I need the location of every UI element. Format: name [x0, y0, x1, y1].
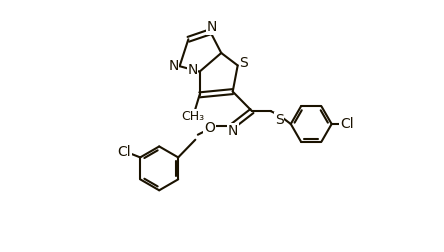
Text: S: S: [275, 113, 283, 127]
Text: Cl: Cl: [340, 117, 353, 131]
Text: N: N: [168, 59, 178, 73]
Text: O: O: [204, 121, 215, 135]
Text: N: N: [187, 64, 198, 77]
Text: CH₃: CH₃: [181, 110, 204, 122]
Text: S: S: [239, 56, 248, 70]
Text: N: N: [206, 20, 217, 34]
Text: N: N: [227, 124, 238, 138]
Text: Cl: Cl: [118, 145, 131, 159]
